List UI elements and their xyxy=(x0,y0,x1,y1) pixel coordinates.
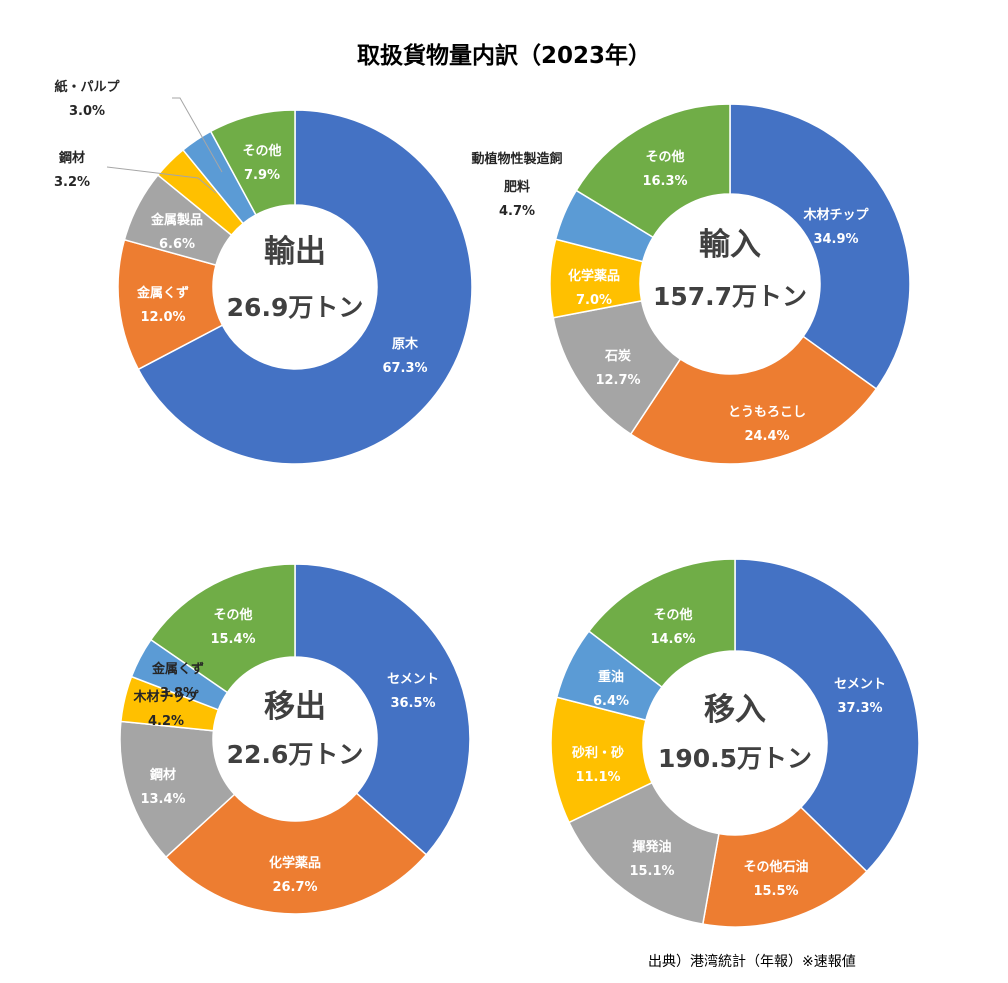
slice-木材チップ xyxy=(729,103,911,390)
slice-percent: 16.3% xyxy=(642,174,687,189)
slice-その他 xyxy=(149,563,296,694)
leader-line xyxy=(172,97,223,173)
slice-とうもろこし xyxy=(629,335,878,465)
slice-label: 金属製品 xyxy=(150,212,203,228)
slice-percent: 26.7% xyxy=(272,880,317,895)
donut-chart-1: 原木 67.3% 金属くず 12.0% 金属製品 6.6% 鋼材 3.2% 紙・パルプ 3.0% そ… xyxy=(54,79,473,465)
slice-percent: 24.4% xyxy=(744,429,789,444)
slice-percent: 3.2% xyxy=(54,175,90,190)
slice-label: 鋼材 xyxy=(58,150,85,166)
donut-chart-3: セメント 36.5% 化学薬品 26.7% 鋼材 13.4% 木材チップ 4.2% 金属くず 3.… xyxy=(119,563,471,915)
slice-percent: 3.0% xyxy=(69,104,105,119)
slice-セメント xyxy=(294,563,471,856)
slice-percent: 3.8% xyxy=(160,686,196,701)
donut-chart-4: セメント 37.3% その他石油 15.5% 揮発油 15.1% 砂利・砂 11.1% 重油 6.… xyxy=(550,558,920,928)
slice-label: 砂利・砂 xyxy=(571,745,624,761)
slice-label: セメント xyxy=(834,677,886,692)
leader-line xyxy=(106,166,217,194)
slice-label: 重油 xyxy=(598,669,624,685)
slice-揮発油 xyxy=(568,781,720,926)
slice-percent: 12.7% xyxy=(595,373,640,388)
slice-percent: 15.4% xyxy=(210,632,255,647)
slice-label: 石炭 xyxy=(604,348,631,364)
slice-percent: 36.5% xyxy=(390,696,435,711)
slice-セメント xyxy=(734,558,920,873)
slice-percent: 15.1% xyxy=(629,864,674,879)
slice-percent: 15.5% xyxy=(753,884,798,899)
slice-percent: 13.4% xyxy=(140,792,185,807)
slice-label: 木材チップ xyxy=(132,689,199,705)
slice-label: 揮発油 xyxy=(632,839,671,855)
center-total: 157.7万トン xyxy=(653,282,807,311)
slice-percent: 6.6% xyxy=(159,237,195,252)
slice-label: 木材チップ xyxy=(802,207,869,223)
slice-原木 xyxy=(137,109,473,465)
slice-label: その他 xyxy=(653,607,692,623)
slice-その他 xyxy=(575,103,731,239)
chart-title: 取扱貨物量内訳（2023年） xyxy=(356,43,651,69)
slice-label: 鋼材 xyxy=(149,767,176,783)
center-title: 移出 xyxy=(264,689,326,725)
slice-label: 化学薬品 xyxy=(568,268,620,284)
donut-chart-2: 木材チップ 34.9% とうもろこし 24.4% 石炭 12.7% 化学薬品 7.0% 動植物性… xyxy=(471,103,911,465)
slice-label: その他 xyxy=(645,149,684,165)
slice-percent: 4.2% xyxy=(148,714,184,729)
slice-label: セメント xyxy=(387,672,439,687)
center-title: 移入 xyxy=(704,692,766,728)
slice-percent: 4.7% xyxy=(499,204,535,219)
slice-percent: 7.9% xyxy=(244,168,280,183)
center-title: 輸出 xyxy=(264,234,326,270)
slice-label: 紙・パルプ xyxy=(54,79,120,95)
slice-label: 金属くず xyxy=(151,661,204,677)
slice-化学薬品 xyxy=(164,792,428,915)
slice-percent: 12.0% xyxy=(140,310,185,325)
slice-label: その他 xyxy=(213,607,252,623)
slice-label: 肥料 xyxy=(504,179,530,195)
slice-label: 原木 xyxy=(392,336,419,352)
slice-label: 金属くず xyxy=(136,285,189,301)
center-total: 26.9万トン xyxy=(227,293,364,322)
slice-percent: 7.0% xyxy=(576,293,612,308)
slice-label: その他 xyxy=(242,143,281,159)
slice-その他 xyxy=(587,558,736,689)
center-total: 190.5万トン xyxy=(658,744,812,773)
slice-percent: 11.1% xyxy=(575,770,620,785)
slice-label: とうもろこし xyxy=(728,405,806,420)
slice-percent: 14.6% xyxy=(650,632,695,647)
slice-percent: 34.9% xyxy=(813,232,858,247)
slice-label: その他石油 xyxy=(743,859,808,875)
slice-percent: 6.4% xyxy=(593,694,629,709)
slice-percent: 37.3% xyxy=(837,701,882,716)
slice-label: 化学薬品 xyxy=(269,855,321,871)
slice-label: 動植物性製造飼 xyxy=(471,151,562,167)
center-title: 輸入 xyxy=(699,227,761,263)
slice-その他 xyxy=(209,109,296,216)
source-note: 出典）港湾統計（年報）※速報値 xyxy=(648,954,856,970)
slice-percent: 67.3% xyxy=(382,361,427,376)
center-total: 22.6万トン xyxy=(227,740,364,769)
